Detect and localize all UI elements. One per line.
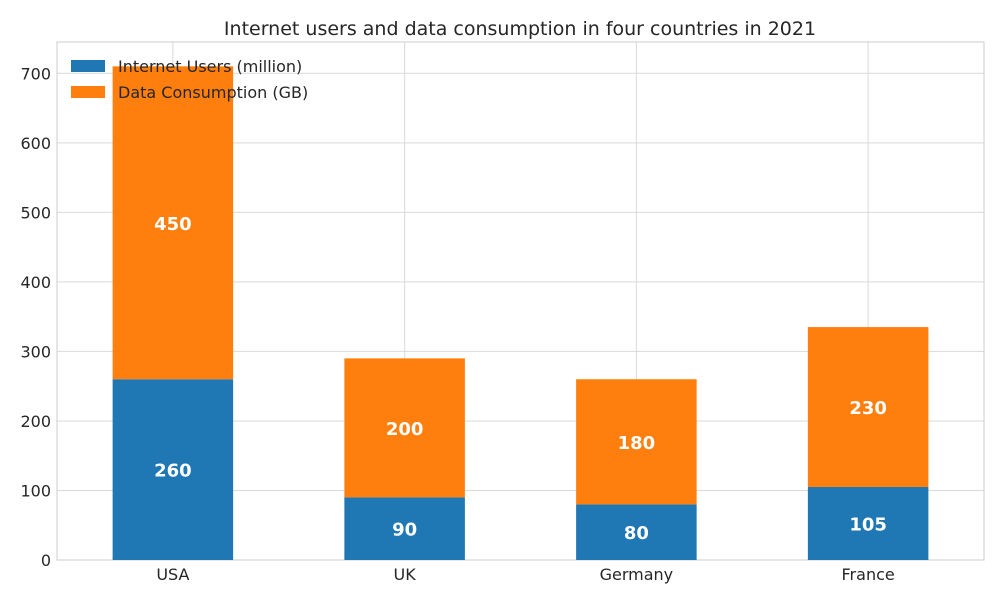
data-label: 105 <box>849 514 887 535</box>
x-tick-label: UK <box>394 565 417 584</box>
bar-france-series-1 <box>807 486 929 560</box>
bar-germany-series-2 <box>576 379 697 505</box>
y-tick-label: 700 <box>20 64 51 83</box>
x-tick-label: USA <box>156 565 189 584</box>
y-tick-labels: 0 100 200 300 400 500 600 700 <box>20 64 51 570</box>
y-tick-label: 600 <box>20 134 51 153</box>
legend-swatch <box>71 60 105 72</box>
data-label: 200 <box>386 419 424 440</box>
data-labels: 260 450 90 200 80 180 105 230 <box>154 214 887 544</box>
data-label: 180 <box>618 433 656 454</box>
bar-germany-series-1 <box>576 504 697 560</box>
legend-label: Internet Users (million) <box>118 57 302 76</box>
legend: Internet Users (million) Data Consumption… <box>71 57 308 102</box>
x-tick-labels: USA UK Germany France <box>156 565 894 584</box>
y-tick-label: 100 <box>20 481 51 500</box>
data-label: 450 <box>154 214 192 235</box>
data-label: 80 <box>624 523 649 544</box>
y-tick-label: 400 <box>20 273 51 292</box>
bar-usa-series-2 <box>112 66 234 380</box>
legend-label: Data Consumption (GB) <box>118 83 308 102</box>
y-tick-label: 500 <box>20 203 51 222</box>
bar-france-series-2 <box>807 327 929 487</box>
bar-uk-series-1 <box>344 497 465 560</box>
y-tick-label: 0 <box>41 551 51 570</box>
y-tick-label: 200 <box>20 412 51 431</box>
y-tick-label: 300 <box>20 342 51 361</box>
x-tick-label: France <box>842 565 895 584</box>
plot-frame <box>56 41 985 561</box>
data-label: 230 <box>849 398 887 419</box>
bar-uk-series-2 <box>344 358 465 498</box>
x-tick-label: Germany <box>600 565 674 584</box>
chart-title: Internet users and data consumption in f… <box>224 18 816 40</box>
data-label: 90 <box>392 520 417 541</box>
bar-usa-series-1 <box>112 379 234 560</box>
bars <box>112 66 929 560</box>
data-label: 260 <box>154 461 192 482</box>
legend-swatch <box>71 86 105 98</box>
